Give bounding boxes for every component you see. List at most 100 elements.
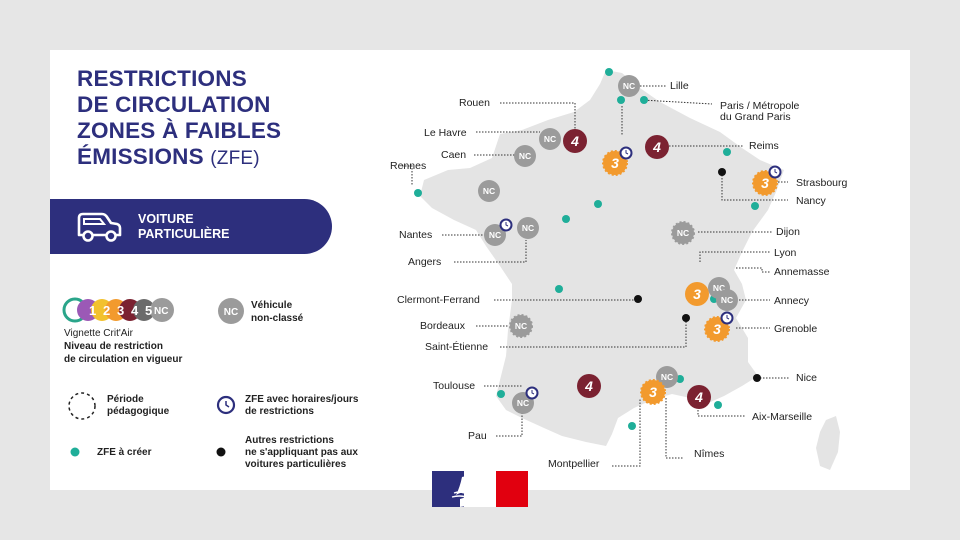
city-strasbourg: Strasbourg [796,177,848,189]
clock-icon [216,395,236,415]
crit3-text-montpellier: 3 [649,384,657,400]
clock-icon [619,146,633,160]
nc-text-rennes: NC [483,186,495,196]
city-annecy: Annecy [774,295,810,307]
city-rennes: Rennes [390,160,427,172]
clock-icon [720,311,734,325]
clock-icon [499,218,513,232]
critair-desc-1: Niveau de restriction [64,341,163,352]
nc-text-caen: NC [519,151,531,161]
city-lehavre: Le Havre [424,127,467,139]
title-line-2: DE CIRCULATION [77,92,271,117]
nc-text-nantes: NC [489,230,501,240]
critair-nc-badge [150,298,174,322]
clock-icon [768,165,782,179]
nc-badge-annecy [716,289,738,311]
city-grenoble: Grenoble [774,323,818,335]
page-title: RESTRICTIONS DE CIRCULATION ZONES À FAIB… [77,66,337,172]
city-annemasse: Annemasse [774,266,830,278]
city-aix-marseille: Aix-Marseille [752,411,813,423]
corsica [816,416,840,470]
title-line-4: ÉMISSIONS [77,144,204,169]
nc-text-nice: NC [661,372,673,382]
city-lyon: Lyon [774,247,797,259]
crit3-badge-montpellier [640,379,666,405]
city-dijon: Dijon [776,226,800,238]
critair-badges: 1 2 3 4 5 NC [62,297,174,323]
nc-text-annemasse: NC [713,283,725,293]
crit4-text-rouen: 4 [570,133,579,149]
period-legend-line-1: Période [107,394,144,405]
period-legend-icon [68,392,96,420]
republique-francaise-logo [432,471,528,507]
nc-legend-line-2: non-classé [251,313,304,324]
nc-legend-badge: NC [218,298,244,324]
crit4-badge-rouen [563,129,587,153]
critair-4-text: 4 [131,303,139,318]
other-legend-line-3: voitures particulières [245,459,347,470]
other-restriction-dots [634,168,761,382]
city-nancy: Nancy [796,195,826,207]
nc-text-dijon: NC [677,228,689,238]
city-rouen: Rouen [459,97,490,109]
city-nantes: Nantes [399,229,433,241]
city-paris-1: Paris / Métropole [720,100,800,112]
critair-2-text: 2 [103,303,110,318]
vehicle-banner [50,199,332,254]
nc-badge-angers [517,217,539,239]
city-reims: Reims [749,140,779,152]
nc-text-angers: NC [522,223,534,233]
car-icon [77,212,122,242]
vehicle-label-line-1: VOITURE [138,212,194,226]
crit3-text-paris: 3 [611,155,619,171]
crit4-text-paris: 4 [652,139,661,155]
critair-5-badge [133,299,155,321]
zfe-to-create-dots [414,68,759,430]
title-suffix: (ZFE) [210,148,260,169]
nc-text-annecy: NC [721,295,733,305]
nc-badge-bordeaux [509,314,533,338]
crit3-text-lyon: 3 [693,286,701,302]
crit4-text-marseille: 4 [694,389,703,405]
critair-nc-text: NC [154,306,168,317]
crit3-text-strasbourg: 3 [761,175,769,191]
nc-text-pau: NC [517,398,529,408]
crit4-text-toulouse: 4 [584,378,593,394]
other-legend-dot [216,447,226,457]
critair-5-text: 5 [145,303,152,318]
title-line-1: RESTRICTIONS [77,66,247,91]
nc-badge-lehavre [539,128,561,150]
crit4-badge-toulouse [577,374,601,398]
nc-badge-caen [514,145,536,167]
critair-3-text: 3 [117,303,124,318]
create-legend-label: ZFE à créer [97,447,152,458]
nc-text-bordeaux: NC [515,321,527,331]
nc-badge-lille [618,75,640,97]
city-nimes: Nîmes [694,448,725,460]
hours-legend-line-1: ZFE avec horaires/jours [245,394,359,405]
create-legend-dot [70,447,80,457]
other-legend-line-2: ne s'appliquant pas aux [245,447,358,458]
nc-badge-nantes [484,224,506,246]
city-nice: Nice [796,372,818,384]
vehicle-label: VOITURE PARTICULIÈRE [138,212,258,242]
city-angers: Angers [408,256,442,268]
vehicle-label-line-2: PARTICULIÈRE [138,227,230,241]
city-montpellier: Montpellier [548,458,600,470]
critair-caption: Vignette Crit'Air [64,328,133,339]
crit4-badge-marseille [687,385,711,409]
title-line-3: ZONES À FAIBLES [77,118,282,143]
nc-legend-line-1: Véhicule [251,300,293,311]
clock-indicators [499,146,782,400]
clock-icon [525,386,539,400]
nc-text-lehavre: NC [544,134,556,144]
leader-lines [402,85,790,467]
period-legend-line-2: pédagogique [107,406,170,417]
nc-legend-text: NC [224,307,238,318]
city-toulouse: Toulouse [433,380,476,392]
infographic-card [50,50,910,490]
city-caen: Caen [441,149,467,161]
crit4-badge-paris [645,135,669,159]
critair-desc-2: de circulation en vigueur [64,354,183,365]
